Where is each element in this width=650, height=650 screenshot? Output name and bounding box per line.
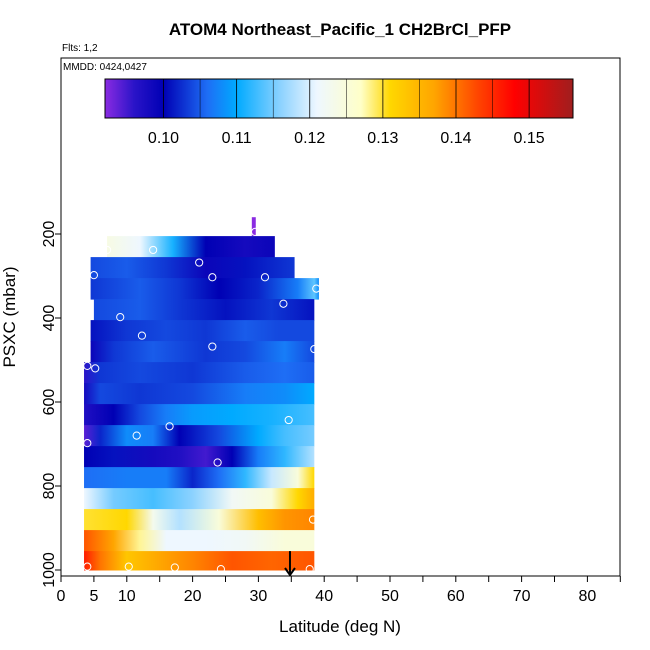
- sample-point: [116, 313, 125, 322]
- x-tick-label: 40: [315, 588, 333, 605]
- sample-points-layer: [83, 227, 321, 574]
- dates-label: MMDD: 0424,0427: [63, 62, 147, 73]
- heatmap-band: [84, 551, 315, 571]
- heatmap-band: [84, 446, 315, 468]
- sample-point: [83, 361, 92, 370]
- heatmap-band: [84, 530, 315, 552]
- heatmap-band: [84, 509, 315, 531]
- x-tick-label: 0: [57, 588, 66, 605]
- x-tick-label: 80: [579, 588, 597, 605]
- sample-point: [89, 271, 99, 280]
- heatmap-band: [90, 341, 315, 363]
- heatmap-band: [90, 320, 315, 342]
- sample-point: [308, 515, 318, 524]
- colorbar-tick-label: 0.14: [440, 130, 471, 147]
- x-tick-label: 70: [513, 588, 531, 605]
- location-arrow: [284, 551, 296, 577]
- heatmap-band: [84, 404, 315, 426]
- x-axis-label: Latitude (deg N): [279, 617, 401, 636]
- sample-point: [312, 284, 321, 293]
- heatmap-band: [90, 278, 319, 300]
- sample-point: [195, 258, 204, 267]
- heatmap-band: [107, 236, 275, 258]
- sample-point: [132, 431, 141, 440]
- arrow-head: [284, 567, 296, 577]
- y-axis-label: PSXC (mbar): [0, 266, 19, 367]
- heatmap-band: [84, 383, 315, 405]
- heatmap-band: [84, 488, 315, 510]
- x-tick-label: 10: [118, 588, 136, 605]
- sample-point: [149, 245, 158, 255]
- sample-point: [310, 344, 319, 354]
- sample-point: [305, 565, 314, 574]
- x-tick-label: 5: [89, 588, 98, 605]
- heatmap-band: [251, 217, 256, 237]
- sample-point: [208, 273, 217, 282]
- sample-point: [284, 415, 293, 425]
- colorbar: 0.10 0.11 0.12 0.13 0.14 0.15: [104, 78, 574, 147]
- sample-point: [208, 342, 217, 351]
- chart-title: ATOM4 Northeast_Pacific_1 CH2BrCl_PFP: [169, 20, 511, 39]
- colorbar-gradient: [104, 78, 574, 119]
- sample-point: [165, 422, 174, 431]
- sample-point: [91, 364, 100, 373]
- colorbar-tick-label: 0.13: [367, 130, 398, 147]
- heatmap-band: [93, 299, 315, 321]
- x-tick-label: 30: [250, 588, 268, 605]
- plot-frame: [60, 57, 621, 577]
- sample-point: [251, 227, 260, 236]
- sample-point: [170, 563, 179, 572]
- sample-point: [260, 273, 270, 282]
- x-tick-label: 60: [447, 588, 465, 605]
- sample-point: [102, 245, 112, 255]
- sample-point: [213, 458, 222, 467]
- y-tick-label: 600: [41, 389, 58, 416]
- y-tick-label: 1000: [41, 552, 58, 588]
- heatmap-layer: [84, 217, 319, 571]
- sample-point: [137, 331, 147, 340]
- heatmap-band: [84, 467, 315, 489]
- sample-point: [216, 565, 225, 574]
- y-axis: 200 400 600 800 1000: [41, 221, 61, 588]
- y-tick-label: 800: [41, 473, 58, 500]
- colorbar-tick-label: 0.12: [294, 130, 325, 147]
- colorbar-tick-label: 0.11: [222, 130, 252, 147]
- colorbar-tick-label: 0.15: [514, 130, 545, 147]
- flights-label: Flts: 1,2: [62, 43, 98, 54]
- x-axis: 0 5 10 20 30 40 50 60 70 80: [57, 576, 621, 605]
- x-tick-label: 50: [381, 588, 399, 605]
- heatmap-band: [84, 362, 315, 384]
- y-tick-label: 400: [41, 305, 58, 332]
- x-tick-label: 20: [184, 588, 202, 605]
- heatmap-band: [90, 257, 295, 279]
- sample-point: [83, 562, 92, 571]
- sample-point: [279, 299, 288, 308]
- colorbar-tick-label: 0.10: [148, 130, 179, 147]
- sample-point: [83, 439, 92, 448]
- y-tick-label: 200: [41, 221, 58, 248]
- sample-point: [124, 562, 133, 571]
- heatmap-band: [84, 425, 315, 447]
